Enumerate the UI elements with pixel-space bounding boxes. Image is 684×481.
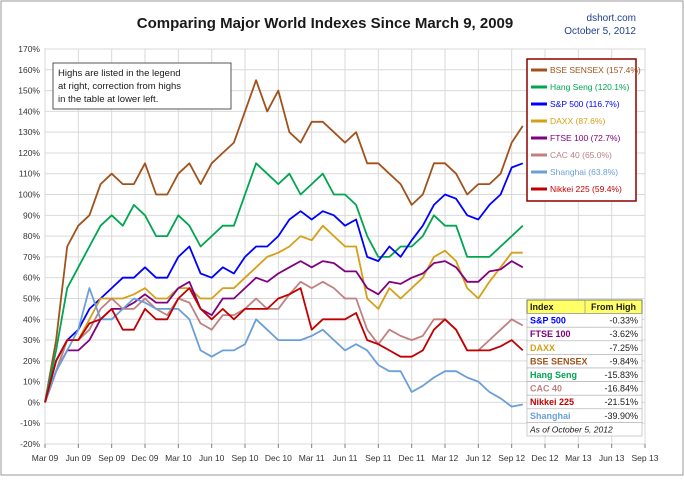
x-tick-label: Mar 10 xyxy=(165,453,192,463)
chart-title: Comparing Major World Indexes Since Marc… xyxy=(137,15,514,32)
legend-label: S&P 500 (116.7%) xyxy=(550,99,620,109)
legend-label: Nikkei 225 (59.4%) xyxy=(550,184,622,194)
x-tick-label: Sep 12 xyxy=(498,453,525,463)
y-tick-label: -20% xyxy=(20,439,40,449)
legend-label: Hang Seng (120.1%) xyxy=(550,82,630,92)
y-tick-label: 0% xyxy=(28,397,41,407)
note-line-3: in the table at lower left. xyxy=(58,94,158,105)
table-header-index: Index xyxy=(530,302,554,312)
series-line xyxy=(44,162,524,403)
table-row-name: Nikkei 225 xyxy=(530,397,574,407)
x-tick-label: Sep 11 xyxy=(365,453,392,463)
note-line-1: Highs are listed in the legend xyxy=(58,68,181,79)
x-axis-ticks: Mar 09 Jun 09 Sep 09 Dec 09 Mar 10 Jun 10 Sep … xyxy=(32,444,659,463)
x-tick-label: Jun 11 xyxy=(333,453,358,463)
table-row-name: S&P 500 xyxy=(530,316,566,326)
series-line xyxy=(44,287,523,408)
x-tick-label: Mar 13 xyxy=(565,453,592,463)
x-tick-label: Sep 09 xyxy=(98,453,125,463)
series-line xyxy=(44,162,524,403)
x-tick-label: Mar 11 xyxy=(299,453,325,463)
y-tick-label: 90% xyxy=(23,210,40,220)
y-tick-label: 10% xyxy=(23,377,40,387)
y-tick-label: 30% xyxy=(23,335,40,345)
note-box: Highs are listed in the legend at right,… xyxy=(52,62,232,110)
source-label: dshort.com xyxy=(587,13,636,24)
y-tick-label: 40% xyxy=(23,314,40,324)
x-tick-label: Jun 13 xyxy=(599,453,625,463)
x-tick-label: Mar 12 xyxy=(432,453,459,463)
table-row-name: CAC 40 xyxy=(530,384,562,394)
correction-table: Index From High S&P 500 -0.33% FTSE 100 -3.62… xyxy=(526,299,643,437)
y-tick-label: -10% xyxy=(20,418,40,428)
y-tick-label: 110% xyxy=(19,169,41,179)
x-tick-label: Mar 09 xyxy=(32,453,59,463)
table-row-name: FTSE 100 xyxy=(530,329,571,339)
x-tick-label: Jun 09 xyxy=(66,453,92,463)
legend-label: BSE SENSEX (157.4%) xyxy=(550,65,641,75)
table-row-value: -9.84% xyxy=(609,356,638,366)
table-row-value: -3.62% xyxy=(609,329,638,339)
y-tick-label: 160% xyxy=(18,65,40,75)
legend-label: CAC 40 (65.0%) xyxy=(550,150,612,160)
table-row-name: Shanghai xyxy=(530,411,571,421)
table-row-name: Hang Seng xyxy=(530,370,577,380)
legend-frame xyxy=(526,58,637,202)
x-tick-label: Sep 13 xyxy=(632,453,659,463)
y-tick-label: 140% xyxy=(18,106,40,116)
series-line xyxy=(44,79,524,403)
table-footnote-cell xyxy=(526,422,643,437)
series-line xyxy=(44,280,524,403)
legend-label: DAXX (87.6%) xyxy=(550,116,605,126)
y-tick-label: 150% xyxy=(18,86,40,96)
x-tick-label: Jun 10 xyxy=(199,453,225,463)
x-tick-label: Dec 09 xyxy=(132,453,159,463)
y-tick-label: 80% xyxy=(23,231,40,241)
y-tick-label: 120% xyxy=(18,148,40,158)
x-tick-label: Sep 10 xyxy=(232,453,259,463)
table-row-value: -39.90% xyxy=(604,411,638,421)
y-tick-label: 130% xyxy=(18,127,40,137)
y-tick-label: 50% xyxy=(23,293,40,303)
x-tick-label: Jun 12 xyxy=(466,453,492,463)
x-tick-label: Dec 10 xyxy=(265,453,292,463)
y-tick-label: 20% xyxy=(23,356,40,366)
series-line xyxy=(44,224,523,403)
table-row-name: DAXX xyxy=(530,343,555,353)
table-header-value: From High xyxy=(591,302,636,312)
series-line xyxy=(44,287,524,403)
x-tick-label: Dec 12 xyxy=(532,453,559,463)
y-tick-label: 170% xyxy=(18,44,40,54)
legend-label: Shanghai (63.8%) xyxy=(550,167,618,177)
table-row-name: BSE SENSEX xyxy=(530,356,588,366)
y-tick-label: 70% xyxy=(23,252,40,262)
note-line-2: at right, correction from highs xyxy=(58,81,181,92)
y-axis-ticks: -20% -10% 0% 10% 20% 30% 40% 50% 60% 70% 80% 90% 100… xyxy=(18,44,40,449)
table-row-value: -16.84% xyxy=(604,384,638,394)
note-frame xyxy=(52,62,232,110)
table-row-value: -0.33% xyxy=(609,316,638,326)
series-lines xyxy=(44,79,524,408)
x-tick-label: Dec 11 xyxy=(399,453,426,463)
y-tick-label: 100% xyxy=(18,190,40,200)
date-label: October 5, 2012 xyxy=(564,26,636,37)
legend: BSE SENSEX (157.4%) Hang Seng (120.1%) S&P… xyxy=(526,58,641,202)
table-row-value: -15.83% xyxy=(604,370,638,380)
table-row-value: -21.51% xyxy=(604,397,638,407)
table-row-value: -7.25% xyxy=(609,343,638,353)
y-tick-label: 60% xyxy=(23,273,40,283)
legend-label: FTSE 100 (72.7%) xyxy=(550,133,621,143)
table-footnote: As of October 5, 2012 xyxy=(529,424,613,434)
